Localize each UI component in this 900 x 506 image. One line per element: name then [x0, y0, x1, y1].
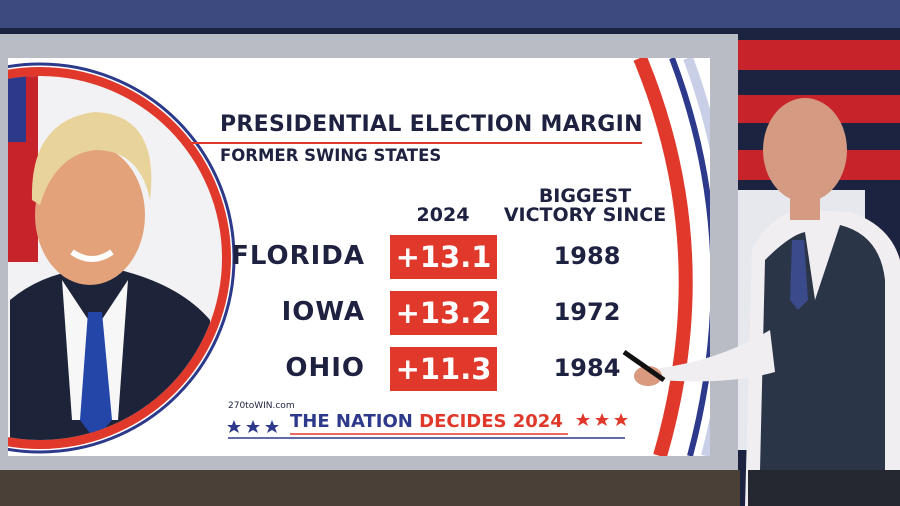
presenter — [622, 98, 900, 506]
margin-value: +11.3 — [390, 347, 497, 391]
brand-text: THE NATION — [290, 411, 413, 432]
subtitle: FORMER SWING STATES — [220, 146, 442, 165]
victory-year: 1972 — [553, 298, 621, 326]
presenter-tie — [790, 240, 808, 310]
state-name: OHIO — [285, 353, 365, 383]
margin-value: +13.2 — [390, 291, 497, 335]
stars-blue — [227, 420, 279, 433]
stars-red — [576, 413, 628, 426]
presenter-clicker — [622, 349, 666, 383]
brand-highlight: DECIDES 2024 — [419, 411, 563, 432]
portrait-ring — [8, 67, 231, 449]
arc-red — [633, 58, 693, 456]
presenter-head — [763, 98, 847, 202]
portrait-face — [35, 145, 145, 285]
floor-panel — [0, 470, 740, 506]
backdrop-stripe — [735, 40, 900, 70]
portrait-hair — [31, 112, 152, 205]
arc-light — [683, 58, 710, 456]
margin-value: +13.1 — [390, 235, 497, 279]
portrait-ring-blue — [8, 62, 236, 454]
state-name: FLORIDA — [231, 241, 365, 271]
portrait-smile — [70, 249, 114, 262]
presenter-trousers — [748, 470, 900, 506]
portrait-flag — [8, 76, 26, 142]
column-header: BIGGEST — [538, 185, 632, 207]
portrait-tie — [80, 312, 112, 440]
presenter-neck — [790, 190, 820, 220]
column-header: 2024 — [416, 204, 470, 226]
footer-brand: THE NATION DECIDES 2024 — [290, 411, 563, 432]
presenter-arm — [658, 330, 775, 382]
arc-blue — [669, 58, 710, 456]
source: 270toWIN.com — [228, 401, 295, 411]
state-name: IOWA — [281, 297, 365, 327]
column-header: VICTORY SINCE — [503, 204, 667, 226]
title: PRESIDENTIAL ELECTION MARGIN — [220, 112, 643, 137]
victory-year: 1984 — [553, 354, 621, 382]
ceiling — [0, 0, 900, 28]
victory-year: 1988 — [553, 242, 621, 270]
